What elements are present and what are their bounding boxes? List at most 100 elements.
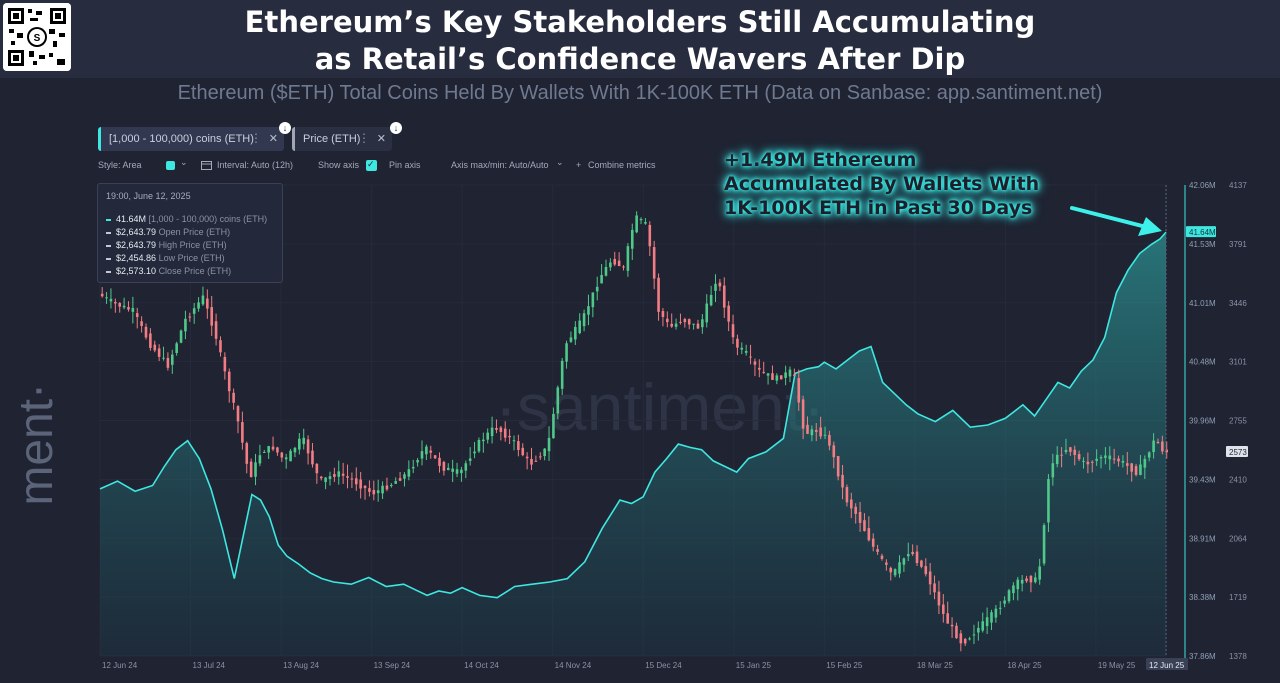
candle-body — [241, 422, 244, 443]
price-candle — [990, 609, 993, 630]
candle-body — [850, 499, 853, 509]
price-candle — [451, 459, 454, 483]
more-options-icon[interactable]: ⋮ — [358, 131, 370, 145]
metric-chip-holdings[interactable]: [1,000 - 100,000) coins (ETH) ⋮ ✕ — [98, 127, 284, 151]
price-candle — [214, 313, 218, 346]
candle-body — [644, 222, 647, 224]
tooltip-value: $2,454.86 — [116, 253, 157, 263]
candle-body — [114, 301, 117, 304]
style-selector[interactable]: Style: Area — [98, 160, 142, 170]
close-icon[interactable]: ✕ — [268, 133, 278, 145]
candle-body — [701, 319, 704, 328]
tooltip-date: 19:00, June 12, 2025 — [106, 191, 191, 201]
candle-body — [473, 451, 476, 454]
santiment-logo-text: ·santiment· — [14, 383, 63, 505]
pin-axis-toggle[interactable]: Pin axis — [389, 160, 421, 170]
candle-body — [170, 354, 174, 365]
candle-body — [740, 347, 744, 350]
metric-chip-price[interactable]: Price (ETH) ⋮ ✕ — [292, 127, 392, 151]
candle-body — [1108, 455, 1112, 460]
candle-body — [714, 283, 717, 291]
interval-selector[interactable]: Interval: Auto (12h) — [217, 160, 294, 170]
price-candle — [920, 559, 923, 569]
price-candle — [587, 294, 590, 326]
candle-body — [425, 446, 428, 455]
price-candle — [210, 296, 214, 336]
more-options-icon[interactable]: ⋮ — [250, 131, 262, 145]
download-icon[interactable]: ↓ — [279, 122, 291, 134]
price-candle — [1147, 451, 1151, 462]
candle-body — [262, 451, 266, 453]
price-candle — [1152, 433, 1155, 459]
candle-body — [898, 562, 901, 574]
price-candle — [315, 462, 319, 484]
price-candle — [293, 446, 297, 458]
combine-metrics-button[interactable]: Combine metrics — [588, 160, 656, 170]
price-candle — [950, 617, 954, 638]
candle-body — [788, 369, 792, 377]
candle-body — [394, 481, 398, 484]
price-candle — [696, 319, 700, 329]
candle-body — [863, 520, 866, 532]
price-candle — [538, 452, 542, 460]
candle-body — [341, 473, 345, 476]
price-candle — [885, 559, 888, 571]
holdings-tick-label: 39.43M — [1189, 475, 1216, 484]
price-candle — [1029, 574, 1033, 593]
candle-body — [1051, 463, 1055, 478]
holdings-area — [100, 232, 1166, 656]
legend-swatch — [106, 218, 111, 221]
candle-body — [210, 307, 214, 326]
price-candle — [644, 218, 647, 225]
price-candle — [661, 308, 665, 327]
price-candle — [819, 416, 822, 440]
candle-body — [920, 560, 923, 567]
price-candle — [867, 516, 871, 542]
candle-body — [648, 224, 652, 247]
price-candle — [368, 480, 371, 497]
candle-body — [1007, 590, 1011, 602]
candle-body — [201, 295, 205, 305]
candle-body — [784, 372, 787, 378]
price-candle — [109, 288, 113, 309]
price-candle — [946, 601, 949, 624]
candle-body — [1077, 454, 1081, 460]
candle-body — [793, 374, 796, 376]
price-axis: 4137 3791 3446 3101 2755 2410 2064 1719 1378 2573 — [1226, 181, 1248, 661]
price-candle — [280, 451, 284, 462]
candle-body — [460, 469, 463, 474]
close-icon[interactable]: ✕ — [376, 133, 386, 145]
legend-swatch — [106, 270, 111, 273]
candle-body — [946, 613, 949, 624]
candle-body — [959, 633, 963, 644]
price-candle — [411, 459, 415, 474]
show-axis-checkbox[interactable]: ✓ — [366, 159, 377, 171]
candle-body — [797, 378, 801, 403]
candle-body — [306, 439, 310, 454]
candle-body — [521, 447, 525, 456]
price-tick-label: 3791 — [1229, 240, 1247, 249]
chart-subtitle: Ethereum ($ETH) Total Coins Held By Wall… — [177, 82, 1103, 104]
candle-body — [915, 551, 919, 564]
candle-body — [1060, 454, 1063, 456]
holdings-last-badge — [1186, 226, 1216, 238]
axis-minmax-selector[interactable]: Axis max/min: Auto/Auto — [451, 160, 549, 170]
price-candle — [499, 425, 503, 441]
candle-body — [578, 320, 581, 334]
candle-body — [162, 357, 165, 359]
color-swatch[interactable] — [166, 161, 175, 170]
download-icon[interactable]: ↓ — [390, 122, 402, 134]
price-candle — [871, 533, 875, 552]
candle-body — [442, 461, 446, 471]
candle-body — [880, 555, 884, 559]
candle-body — [534, 460, 538, 462]
price-candle — [609, 258, 612, 271]
price-candle — [289, 448, 292, 462]
chevron-down-icon[interactable]: ⌄ — [180, 157, 188, 167]
chevron-down-icon[interactable]: ⌄ — [556, 157, 564, 167]
price-candle — [1082, 457, 1085, 469]
candle-body — [889, 567, 893, 573]
price-candle — [749, 344, 752, 365]
price-candle — [666, 311, 669, 328]
